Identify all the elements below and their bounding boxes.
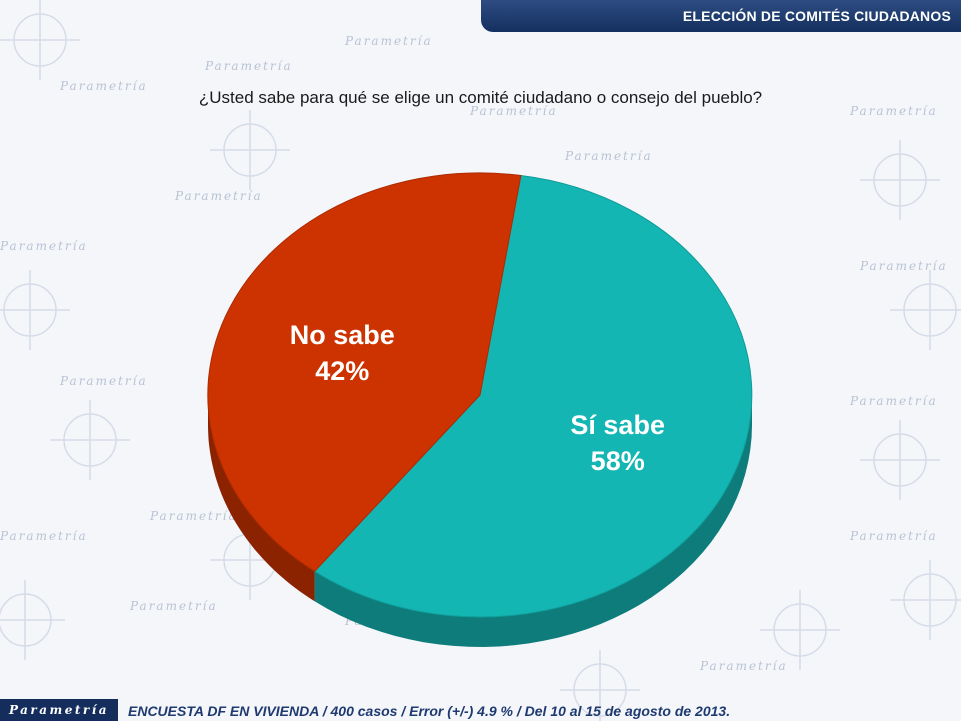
pie-slice-label: Sí sabe: [570, 410, 665, 440]
pie-slice-label: No sabe: [290, 320, 395, 350]
survey-source-note: ENCUESTA DF EN VIVIENDA / 400 casos / Er…: [128, 703, 731, 719]
pie-slice-value: 58%: [591, 446, 645, 476]
pie-slice: [313, 174, 753, 618]
pie-slice-value: 42%: [315, 356, 369, 386]
pie-slice-side: [314, 395, 752, 647]
section-title: ELECCIÓN DE COMITÉS CIUDADANOS: [682, 8, 951, 24]
footer-logo-box: Parametría: [0, 699, 118, 721]
brand-logo: Parametría: [8, 703, 110, 717]
pie-slice: [207, 172, 522, 572]
pie-slice-side: [208, 395, 315, 602]
survey-question: ¿Usted sabe para qué se elige un comité …: [198, 88, 763, 107]
header-bar: ELECCIÓN DE COMITÉS CIUDADANOS: [481, 0, 961, 32]
